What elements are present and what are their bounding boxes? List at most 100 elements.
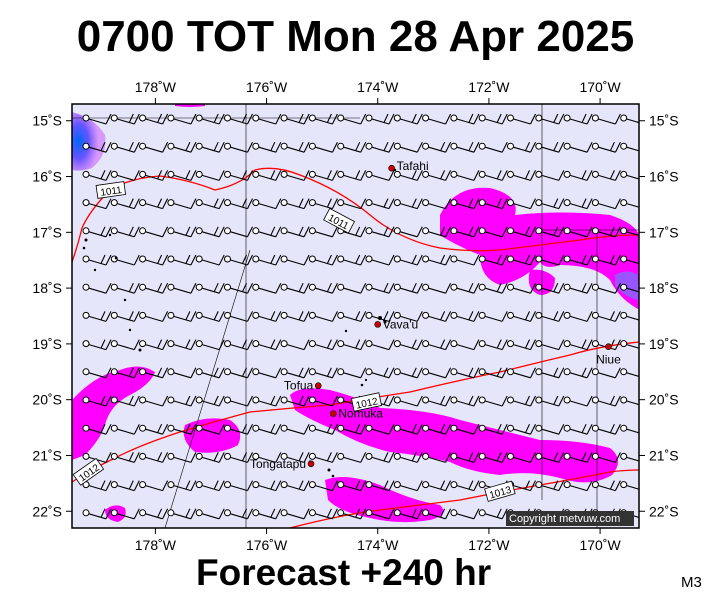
wind-barb [139,423,169,435]
wind-barb [82,113,112,125]
wind-barb [422,452,452,463]
wind-barb [82,508,112,520]
wind-barb [620,481,639,490]
lat-label-right: 16˚S [649,169,679,185]
wind-barb [478,452,508,463]
wind-barb [478,113,508,125]
wind-barb [478,508,508,520]
wind-barb [167,198,197,210]
wind-barb [393,452,423,463]
wind-barb [224,254,253,266]
wind-barb [110,226,140,238]
wind-barb [337,198,367,210]
place-name: Niue [596,353,621,367]
wind-barb [167,311,197,322]
wind-barb [620,368,639,377]
svg-text:1012: 1012 [355,396,379,411]
wind-barb [82,141,112,153]
heavy-rain-area-east [615,271,639,300]
place-marker [314,382,322,390]
wind-barb [224,480,253,492]
place-name: Nomuka [338,407,383,421]
wind-barb [535,254,565,266]
wind-barb [450,311,480,322]
rain-area-east [440,187,639,310]
place-name: Vava'u [383,317,418,331]
wind-barb [620,311,639,321]
wind-barb [195,452,225,463]
wind-barb [450,282,480,294]
wind-barb [280,395,310,407]
place-marker [374,321,382,328]
wind-barb [280,170,310,181]
wind-barb [280,311,310,322]
wind-barb [450,452,480,463]
wind-barb [82,226,112,238]
wind-barb [422,480,452,492]
wind-barb [337,113,367,125]
wind-barb [224,311,253,322]
rain-area-central [183,418,241,453]
wind-barb [563,282,593,294]
wind-barb [167,226,197,238]
wind-barb [280,480,310,492]
wind-barb [620,227,639,236]
wind-barb [620,283,639,293]
wind-barb [82,480,112,492]
forecast-label: Forecast +240 hr [196,552,492,593]
wind-barb [535,423,565,435]
wind-barb [535,367,565,379]
wind-barb [252,141,282,153]
wind-barb [139,311,169,322]
lon-label-bottom: 174˚W [357,537,399,553]
wind-barb [224,452,253,463]
lat-label-left: 21˚S [32,447,62,463]
wind-barb [139,226,169,238]
wind-barb [110,367,140,379]
wind-barb [563,254,593,266]
wind-barb [167,113,197,125]
wind-barb [450,339,480,351]
wind-barb [535,311,565,322]
wind-barb [507,226,536,238]
wind-barb [337,423,367,435]
wind-barb [422,254,452,266]
wind-barb [224,282,253,294]
wind-barb [450,395,480,407]
wind-barb [535,141,565,153]
wind-barb [139,113,169,125]
wind-barb [365,113,395,125]
wind-barb [82,395,112,407]
rain-areas [72,104,639,523]
place-marker [307,460,315,468]
wind-barb [591,198,621,210]
isobar-label: 1012 [350,392,383,412]
map-title: 0700 TOT Mon 28 Apr 2025 [76,12,635,61]
wind-barb [365,141,395,153]
wind-barb [591,367,621,379]
wind-barb [224,395,253,407]
wind-barb [110,452,140,463]
wind-barb [591,395,621,407]
lat-label-right: 21˚S [649,447,679,463]
wind-barb [252,311,282,322]
wind-barb [507,141,536,153]
wind-barb [139,508,169,520]
wind-barb [563,367,593,379]
wind-barb [563,170,593,181]
wind-barb [507,113,536,125]
wind-barb [82,311,112,322]
wind-barb [308,198,338,210]
wind-barb [308,282,338,294]
wind-barb [591,254,621,266]
wind-barb [450,226,480,238]
wind-barb [82,282,112,294]
wind-barb [422,395,452,407]
wind-barb [82,339,112,351]
wind-barb [422,311,452,322]
wind-barb [280,198,310,210]
wind-barb [563,339,593,351]
wind-barb [167,480,197,492]
wind-barb [224,141,253,153]
wind-barb [139,141,169,153]
